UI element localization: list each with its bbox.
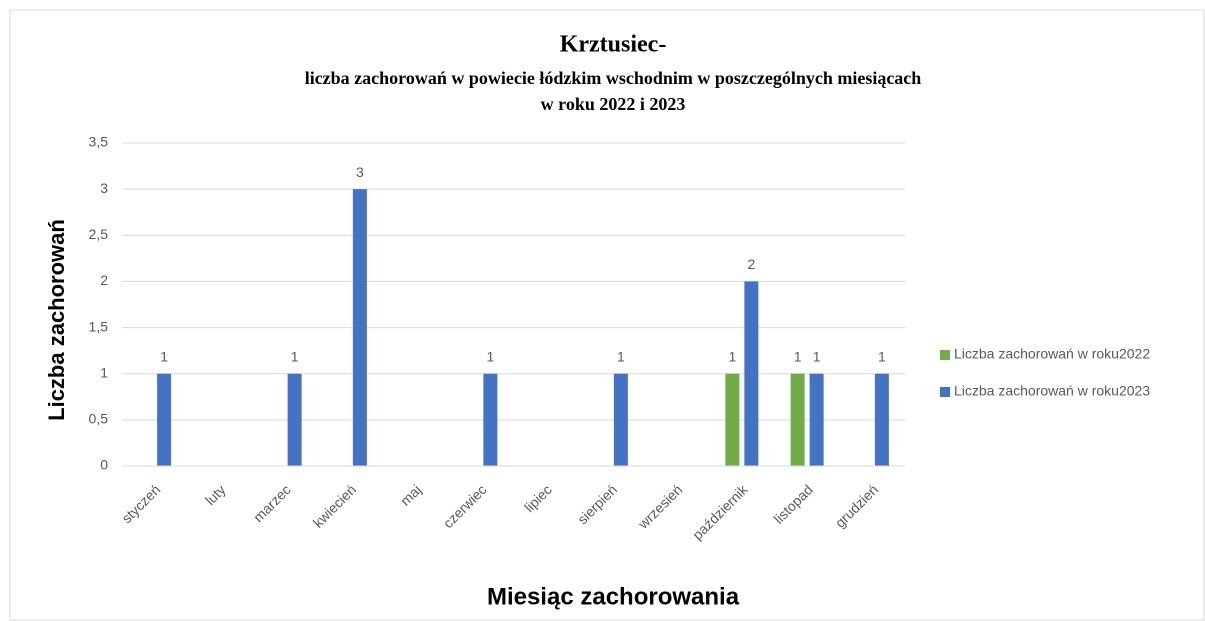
data-label: 1 xyxy=(878,348,886,364)
y-tick-label: 2,5 xyxy=(89,226,109,242)
bar xyxy=(790,373,805,466)
bar xyxy=(613,373,628,466)
bar xyxy=(483,373,498,466)
data-label: 1 xyxy=(486,348,494,364)
data-label: 1 xyxy=(617,348,625,364)
chart-frame xyxy=(9,9,1205,621)
legend-swatch xyxy=(940,350,950,360)
bar xyxy=(352,189,367,466)
x-axis-title: Miesiąc zachorowania xyxy=(487,583,740,610)
bar xyxy=(157,373,172,466)
data-label: 1 xyxy=(794,348,802,364)
bar xyxy=(287,373,302,466)
data-label: 1 xyxy=(813,348,821,364)
legend-label: Liczba zachorowań w roku2022 xyxy=(954,346,1150,362)
data-label: 2 xyxy=(747,256,755,272)
legend-label: Liczba zachorowań w roku2023 xyxy=(954,383,1150,399)
legend-swatch xyxy=(940,387,950,397)
y-tick-label: 3 xyxy=(100,180,108,196)
chart-subtitle: w roku 2022 i 2023 xyxy=(541,94,686,114)
chart-title: Krztusiec- xyxy=(560,32,667,58)
data-label: 1 xyxy=(291,348,299,364)
y-tick-label: 2 xyxy=(100,272,108,288)
data-label: 3 xyxy=(356,164,364,180)
y-tick-label: 0 xyxy=(100,457,108,473)
bar xyxy=(874,373,889,466)
bar xyxy=(809,373,824,466)
y-tick-label: 1,5 xyxy=(89,318,109,334)
bar xyxy=(744,281,759,466)
y-tick-label: 0,5 xyxy=(89,411,109,427)
y-axis-title: Liczba zachorowań xyxy=(44,219,69,421)
bar xyxy=(725,373,740,466)
y-tick-label: 3,5 xyxy=(89,134,109,150)
data-label: 1 xyxy=(160,348,168,364)
y-tick-label: 1 xyxy=(100,364,108,380)
chart-subtitle: liczba zachorowań w powiecie łódzkim wsc… xyxy=(305,68,922,88)
data-label: 1 xyxy=(728,348,736,364)
